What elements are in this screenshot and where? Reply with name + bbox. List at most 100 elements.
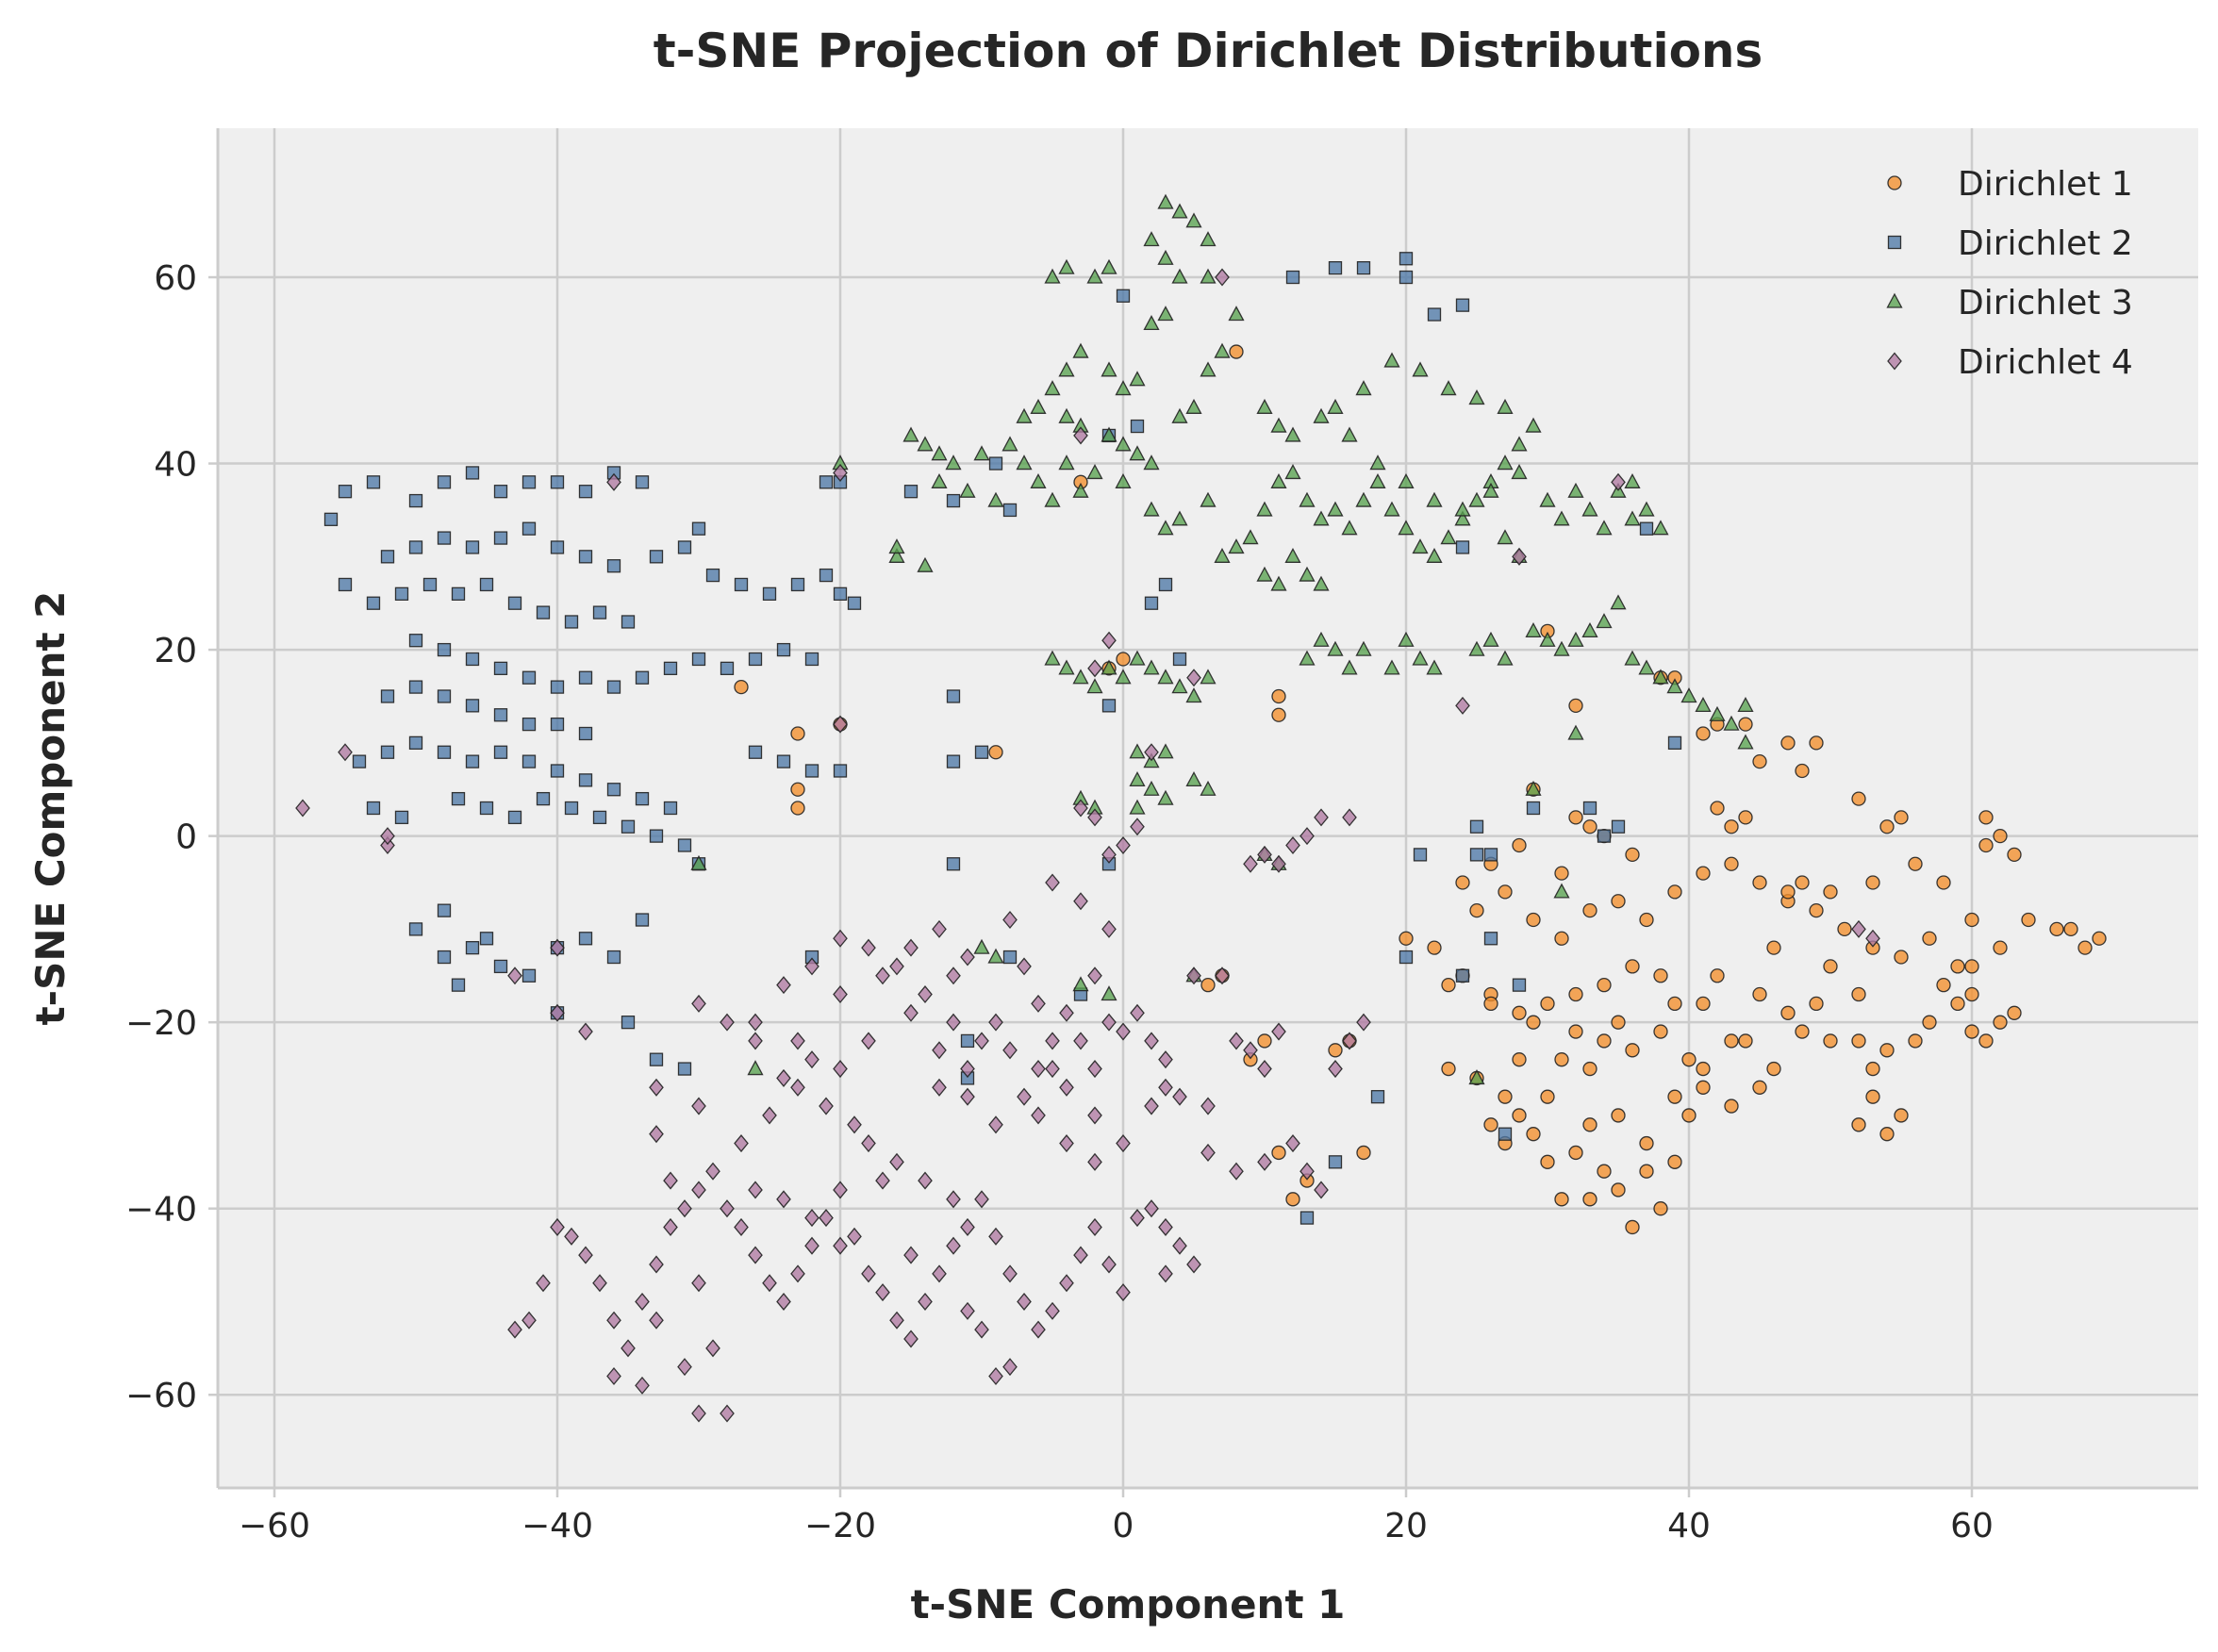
data-point [1157,306,1174,322]
data-point [1624,510,1641,526]
data-point [1115,380,1132,396]
data-point [1667,1154,1682,1169]
data-point [1314,1181,1329,1199]
data-point [1129,445,1146,461]
data-point [1087,1217,1102,1236]
data-point [649,1311,664,1330]
data-point [1229,1032,1244,1050]
data-point [521,968,537,983]
data-point [1129,799,1146,815]
data-point [1724,1033,1739,1049]
data-point [1950,959,1965,974]
data-point [960,1033,975,1049]
data-point [1017,957,1032,976]
data-point [946,1190,961,1209]
data-point [945,454,962,471]
data-point [748,1032,763,1050]
data-point [1710,968,1725,983]
data-point [493,708,508,722]
data-point [903,1003,919,1022]
data-point [1780,1005,1796,1020]
data-point [1143,659,1160,675]
data-point [748,745,763,759]
data-point [677,838,692,852]
data-point [691,994,706,1013]
data-point [1143,501,1160,517]
data-point [1116,652,1131,667]
data-point [338,485,353,499]
data-point [833,586,848,601]
data-point [1157,249,1174,265]
data-point [1328,1060,1343,1079]
data-point [1666,678,1683,694]
data-point [1171,268,1188,284]
data-point [1512,978,1527,992]
y-tick-label: −40 [125,1191,197,1230]
data-point [1639,1135,1654,1151]
x-tick-label: −20 [804,1507,876,1545]
data-point [734,1217,749,1236]
data-point [1468,491,1485,507]
data-point [946,1236,961,1255]
data-point [323,512,339,526]
data-point [833,1236,848,1255]
data-point [946,966,961,985]
data-point [621,615,636,629]
data-point [1426,491,1443,507]
data-point [1738,1033,1753,1049]
data-point [380,550,395,564]
data-point [1200,780,1217,796]
data-point [720,661,735,675]
data-point [960,1087,975,1106]
data-point [988,1115,1003,1134]
data-point [1581,621,1598,637]
data-point [451,586,466,601]
data-point [1299,1162,1315,1181]
data-point [1072,342,1089,358]
data-point [1512,1052,1527,1067]
series-2 [323,252,1682,1225]
data-point [974,1032,989,1050]
data-point [1455,875,1470,890]
data-point [1116,1022,1131,1041]
data-point [1653,1024,1668,1039]
data-point [550,1217,565,1236]
data-point [819,568,834,583]
data-point [338,577,353,592]
data-point [1611,894,1626,909]
data-point [1200,268,1217,284]
data-point [918,985,933,1004]
data-point [1795,875,1810,890]
data-point [465,699,480,713]
data-point [1567,724,1584,740]
data-point [2077,940,2093,955]
data-point [946,1013,961,1032]
data-point [748,1181,763,1199]
data-point [1031,1106,1046,1125]
data-point [1752,753,1767,769]
data-point [1865,929,1880,948]
y-tick-label: 60 [154,259,197,298]
data-point [1582,801,1597,816]
data-point [748,652,763,667]
x-tick-label: −40 [521,1507,593,1545]
data-point [946,493,961,508]
data-point [437,531,452,545]
data-point [1894,950,1909,965]
data-point [677,1062,692,1076]
x-tick-label: 60 [1950,1507,1994,1545]
data-point [1285,1134,1300,1153]
data-point [1752,1080,1767,1095]
data-point [1412,650,1429,666]
data-point [1144,1032,1159,1050]
data-point [1341,426,1358,442]
data-point [493,959,508,974]
data-point [1284,547,1301,563]
data-point [1638,659,1655,675]
data-point [1087,808,1102,827]
data-point [1215,268,1230,287]
data-point [635,670,650,685]
data-point [1809,996,1824,1012]
data-point [1426,547,1443,563]
data-point [564,615,579,629]
